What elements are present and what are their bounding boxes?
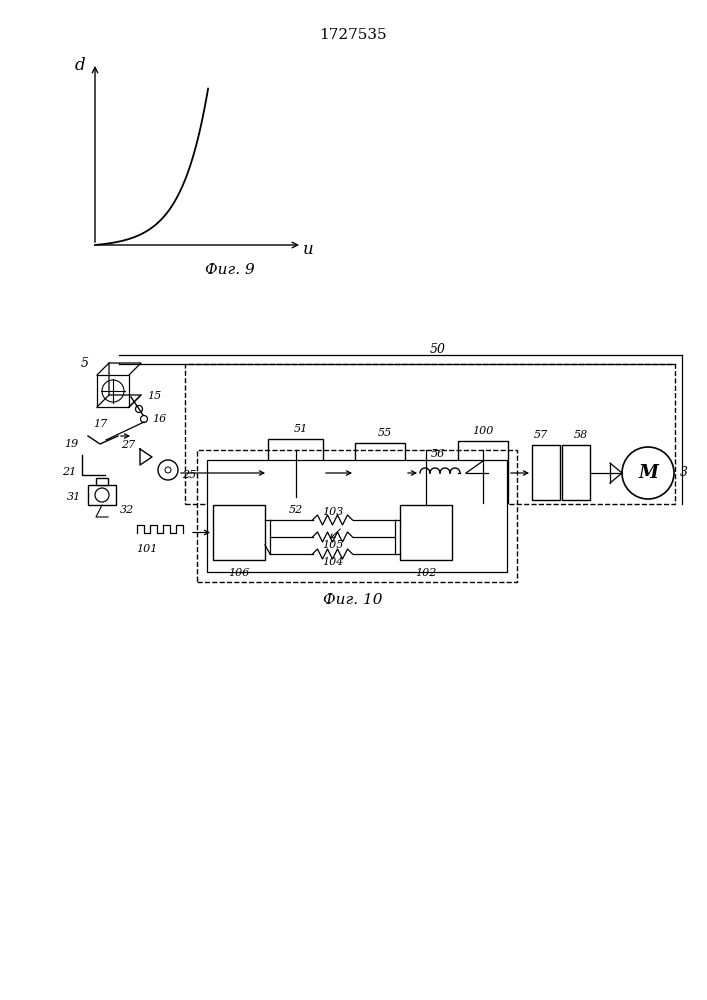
Polygon shape <box>96 478 108 485</box>
Text: 21: 21 <box>62 467 76 477</box>
Polygon shape <box>532 445 560 500</box>
Text: 32: 32 <box>120 505 134 515</box>
Text: d: d <box>74 56 85 74</box>
Text: 100: 100 <box>472 426 493 436</box>
Text: 15: 15 <box>147 391 161 401</box>
Text: Фиг. 10: Фиг. 10 <box>323 593 382 607</box>
Text: u: u <box>303 240 313 257</box>
Text: 1727535: 1727535 <box>319 28 387 42</box>
Text: 106: 106 <box>228 568 250 578</box>
Text: 56: 56 <box>431 449 445 459</box>
Text: 52: 52 <box>288 505 303 515</box>
Text: 102: 102 <box>415 568 437 578</box>
Text: 25: 25 <box>182 470 197 480</box>
Polygon shape <box>88 485 116 505</box>
Text: Фиг. 9: Фиг. 9 <box>205 263 255 277</box>
Text: 55: 55 <box>378 428 392 438</box>
Text: 17: 17 <box>93 419 107 429</box>
Text: M: M <box>638 464 658 482</box>
Polygon shape <box>268 439 323 497</box>
Text: 103: 103 <box>322 507 343 517</box>
Text: 16: 16 <box>152 414 166 424</box>
Polygon shape <box>355 443 405 493</box>
Text: 31: 31 <box>67 492 81 502</box>
Text: 50: 50 <box>430 343 446 356</box>
Text: 104: 104 <box>322 557 343 567</box>
Polygon shape <box>400 505 452 560</box>
Polygon shape <box>562 445 590 500</box>
Polygon shape <box>207 460 507 572</box>
Polygon shape <box>458 441 508 503</box>
Text: 101: 101 <box>136 544 158 554</box>
Text: 51: 51 <box>293 424 308 434</box>
Text: 5: 5 <box>81 357 89 370</box>
Text: 57: 57 <box>534 430 548 440</box>
Text: 27: 27 <box>121 440 135 450</box>
Text: 58: 58 <box>574 430 588 440</box>
Text: 3: 3 <box>680 466 688 480</box>
Text: 19: 19 <box>64 439 78 449</box>
Polygon shape <box>213 505 265 560</box>
Circle shape <box>622 447 674 499</box>
Text: 105: 105 <box>322 540 343 550</box>
